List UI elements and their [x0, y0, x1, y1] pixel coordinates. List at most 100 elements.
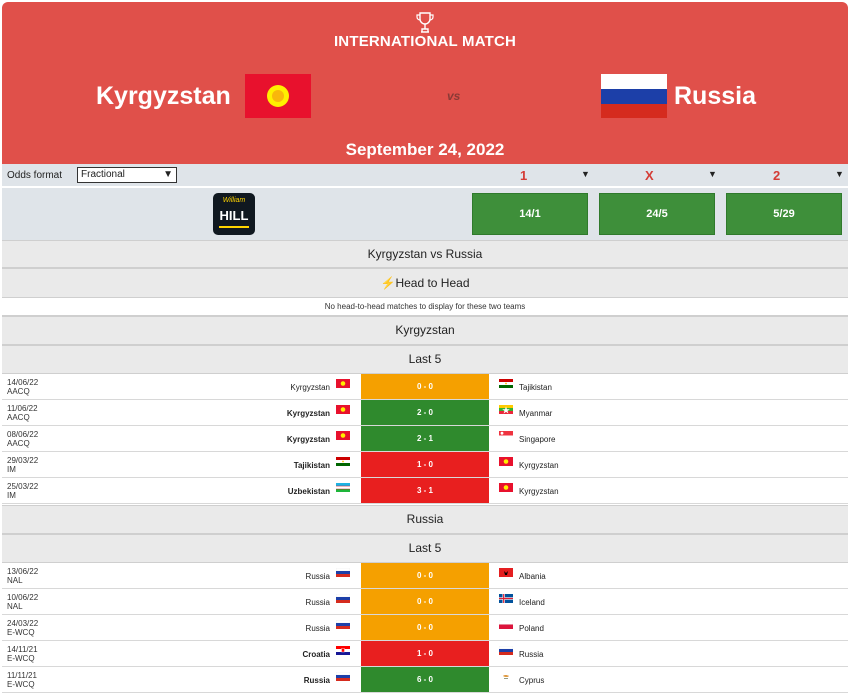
kyrgyzstan-flag-icon — [499, 483, 513, 492]
match-row-date: 14/06/22 — [7, 378, 39, 387]
match-row-date: 10/06/22 — [7, 593, 39, 602]
match-row-away-team[interactable]: Iceland — [519, 598, 545, 607]
match-row-date: 29/03/22 — [7, 456, 39, 465]
match-row-competition: NAL — [7, 602, 23, 611]
match-row-score[interactable]: 0 - 0 — [361, 615, 489, 640]
match-row-home-team[interactable]: Kyrgyzstan — [286, 409, 330, 418]
matchup-title: Kyrgyzstan vs Russia — [2, 240, 848, 268]
odds-away-button[interactable]: 5/29 — [726, 193, 842, 235]
match-row-away-team[interactable]: Kyrgyzstan — [519, 461, 559, 470]
kyrgyzstan-flag-icon — [336, 405, 350, 414]
match-row-score[interactable]: 0 - 0 — [361, 589, 489, 614]
match-row-date: 08/06/22 — [7, 430, 39, 439]
russia-flag-icon — [336, 620, 350, 629]
caret-down-icon[interactable]: ▼ — [581, 169, 590, 179]
odds-column-draw[interactable]: X — [645, 168, 654, 183]
russia-flag-icon — [336, 594, 350, 603]
match-row-home-team[interactable]: Russia — [303, 676, 330, 685]
match-row-score[interactable]: 6 - 0 — [361, 667, 489, 692]
away-match-row[interactable]: 13/06/22 NAL Russia 0 - 0 Albania — [2, 563, 848, 589]
albania-flag-icon — [499, 568, 513, 577]
away-match-row[interactable]: 11/11/21 E-WCQ Russia 6 - 0 Cyprus — [2, 667, 848, 693]
caret-down-icon[interactable]: ▼ — [708, 169, 717, 179]
croatia-flag-icon — [336, 646, 350, 655]
match-row-date: 11/11/21 — [7, 671, 37, 680]
home-match-row[interactable]: 25/03/22 IM Uzbekistan 3 - 1 Kyrgyzstan — [2, 478, 848, 504]
match-row-score[interactable]: 0 - 0 — [361, 374, 489, 399]
match-row-away-team[interactable]: Tajikistan — [519, 383, 552, 392]
match-row-home-team[interactable]: Russia — [305, 624, 330, 633]
match-row-away-team[interactable]: Albania — [519, 572, 546, 581]
home-match-row[interactable]: 14/06/22 AACQ Kyrgyzstan 0 - 0 Tajikistan — [2, 374, 848, 400]
match-date-comp: 14/06/22 AACQ — [7, 378, 38, 396]
match-date-comp: 25/03/22 IM — [7, 482, 38, 500]
match-date: September 24, 2022 — [345, 140, 505, 159]
match-row-score[interactable]: 2 - 1 — [361, 426, 489, 451]
match-date-comp: 14/11/21 E-WCQ — [7, 645, 38, 663]
home-team-name[interactable]: Kyrgyzstan — [96, 82, 231, 110]
odds-format-value: Fractional — [81, 169, 125, 180]
match-row-score[interactable]: 3 - 1 — [361, 478, 489, 503]
odds-column-home[interactable]: 1 — [520, 168, 528, 183]
match-row-home-team[interactable]: Kyrgyzstan — [286, 435, 330, 444]
home-match-row[interactable]: 11/06/22 AACQ Kyrgyzstan 2 - 0 Myanmar — [2, 400, 848, 426]
match-row-score[interactable]: 0 - 0 — [361, 563, 489, 588]
match-row-score[interactable]: 1 - 0 — [361, 452, 489, 477]
home-last5-label: Last 5 — [2, 345, 848, 374]
match-row-home-team[interactable]: Kyrgyzstan — [290, 383, 330, 392]
away-match-row[interactable]: 24/03/22 E-WCQ Russia 0 - 0 Poland — [2, 615, 848, 641]
odds-column-away[interactable]: 2 — [773, 168, 781, 183]
match-row-date: 13/06/22 — [7, 567, 39, 576]
match-row-away-team[interactable]: Poland — [519, 624, 544, 633]
kyrgyzstan-flag-icon — [499, 457, 513, 466]
match-row-away-team[interactable]: Cyprus — [519, 676, 545, 685]
match-row-competition: AACQ — [7, 387, 30, 396]
away-team-name[interactable]: Russia — [674, 82, 756, 110]
match-row-date: 14/11/21 — [7, 645, 38, 654]
h2h-empty-note: No head-to-head matches to display for t… — [2, 298, 848, 316]
match-row-away-team[interactable]: Myanmar — [519, 409, 553, 418]
tajikistan-flag-icon — [336, 457, 350, 466]
home-match-row[interactable]: 08/06/22 AACQ Kyrgyzstan 2 - 1 Singapore — [2, 426, 848, 452]
away-match-row[interactable]: 10/06/22 NAL Russia 0 - 0 Iceland — [2, 589, 848, 615]
match-row-home-team[interactable]: Russia — [305, 572, 330, 581]
singapore-flag-icon — [499, 431, 513, 440]
match-row-home-team[interactable]: Uzbekistan — [287, 487, 330, 496]
bookmaker-logo-underline — [219, 226, 249, 228]
match-row-competition: E-WCQ — [7, 680, 35, 689]
match-date-comp: 29/03/22 IM — [7, 456, 38, 474]
match-date-comp: 24/03/22 E-WCQ — [7, 619, 38, 637]
h2h-heading[interactable]: ⚡Head to Head — [2, 268, 848, 298]
match-row-away-team[interactable]: Russia — [519, 650, 544, 659]
bookmaker-row: William HILL 14/1 24/5 5/29 — [2, 188, 848, 240]
bookmaker-logo[interactable]: William HILL — [213, 193, 255, 235]
caret-down-icon[interactable]: ▼ — [835, 169, 844, 179]
home-form-title: Kyrgyzstan — [2, 316, 848, 345]
match-row-score[interactable]: 2 - 0 — [361, 400, 489, 425]
odds-home-button[interactable]: 14/1 — [472, 193, 588, 235]
match-row-competition: AACQ — [7, 439, 30, 448]
odds-format-select[interactable]: Fractional ▼ — [77, 167, 177, 183]
match-row-away-team[interactable]: Singapore — [519, 435, 556, 444]
myanmar-flag-icon — [499, 405, 513, 414]
kyrgyzstan-flag-icon — [336, 379, 350, 388]
match-row-score[interactable]: 1 - 0 — [361, 641, 489, 666]
away-match-row[interactable]: 14/11/21 E-WCQ Croatia 1 - 0 Russia — [2, 641, 848, 667]
russia-flag-icon — [499, 646, 513, 655]
odds-draw-button[interactable]: 24/5 — [599, 193, 715, 235]
match-row-home-team[interactable]: Russia — [305, 598, 330, 607]
match-date-comp: 13/06/22 NAL — [7, 567, 38, 585]
match-row-home-team[interactable]: Tajikistan — [293, 461, 330, 470]
match-row-competition: IM — [7, 465, 16, 474]
match-date-comp: 08/06/22 AACQ — [7, 430, 38, 448]
odds-format-bar: Odds format Fractional ▼ 1 ▼ X ▼ 2 ▼ — [2, 164, 848, 186]
match-row-date: 25/03/22 — [7, 482, 39, 491]
match-row-home-team[interactable]: Croatia — [302, 650, 330, 659]
russia-flag-icon — [336, 672, 350, 681]
match-date-comp: 11/11/21 E-WCQ — [7, 671, 37, 689]
match-row-competition: NAL — [7, 576, 23, 585]
home-match-row[interactable]: 29/03/22 IM Tajikistan 1 - 0 Kyrgyzstan — [2, 452, 848, 478]
russia-flag-icon — [336, 568, 350, 577]
away-form-title: Russia — [2, 505, 848, 534]
match-row-away-team[interactable]: Kyrgyzstan — [519, 487, 559, 496]
